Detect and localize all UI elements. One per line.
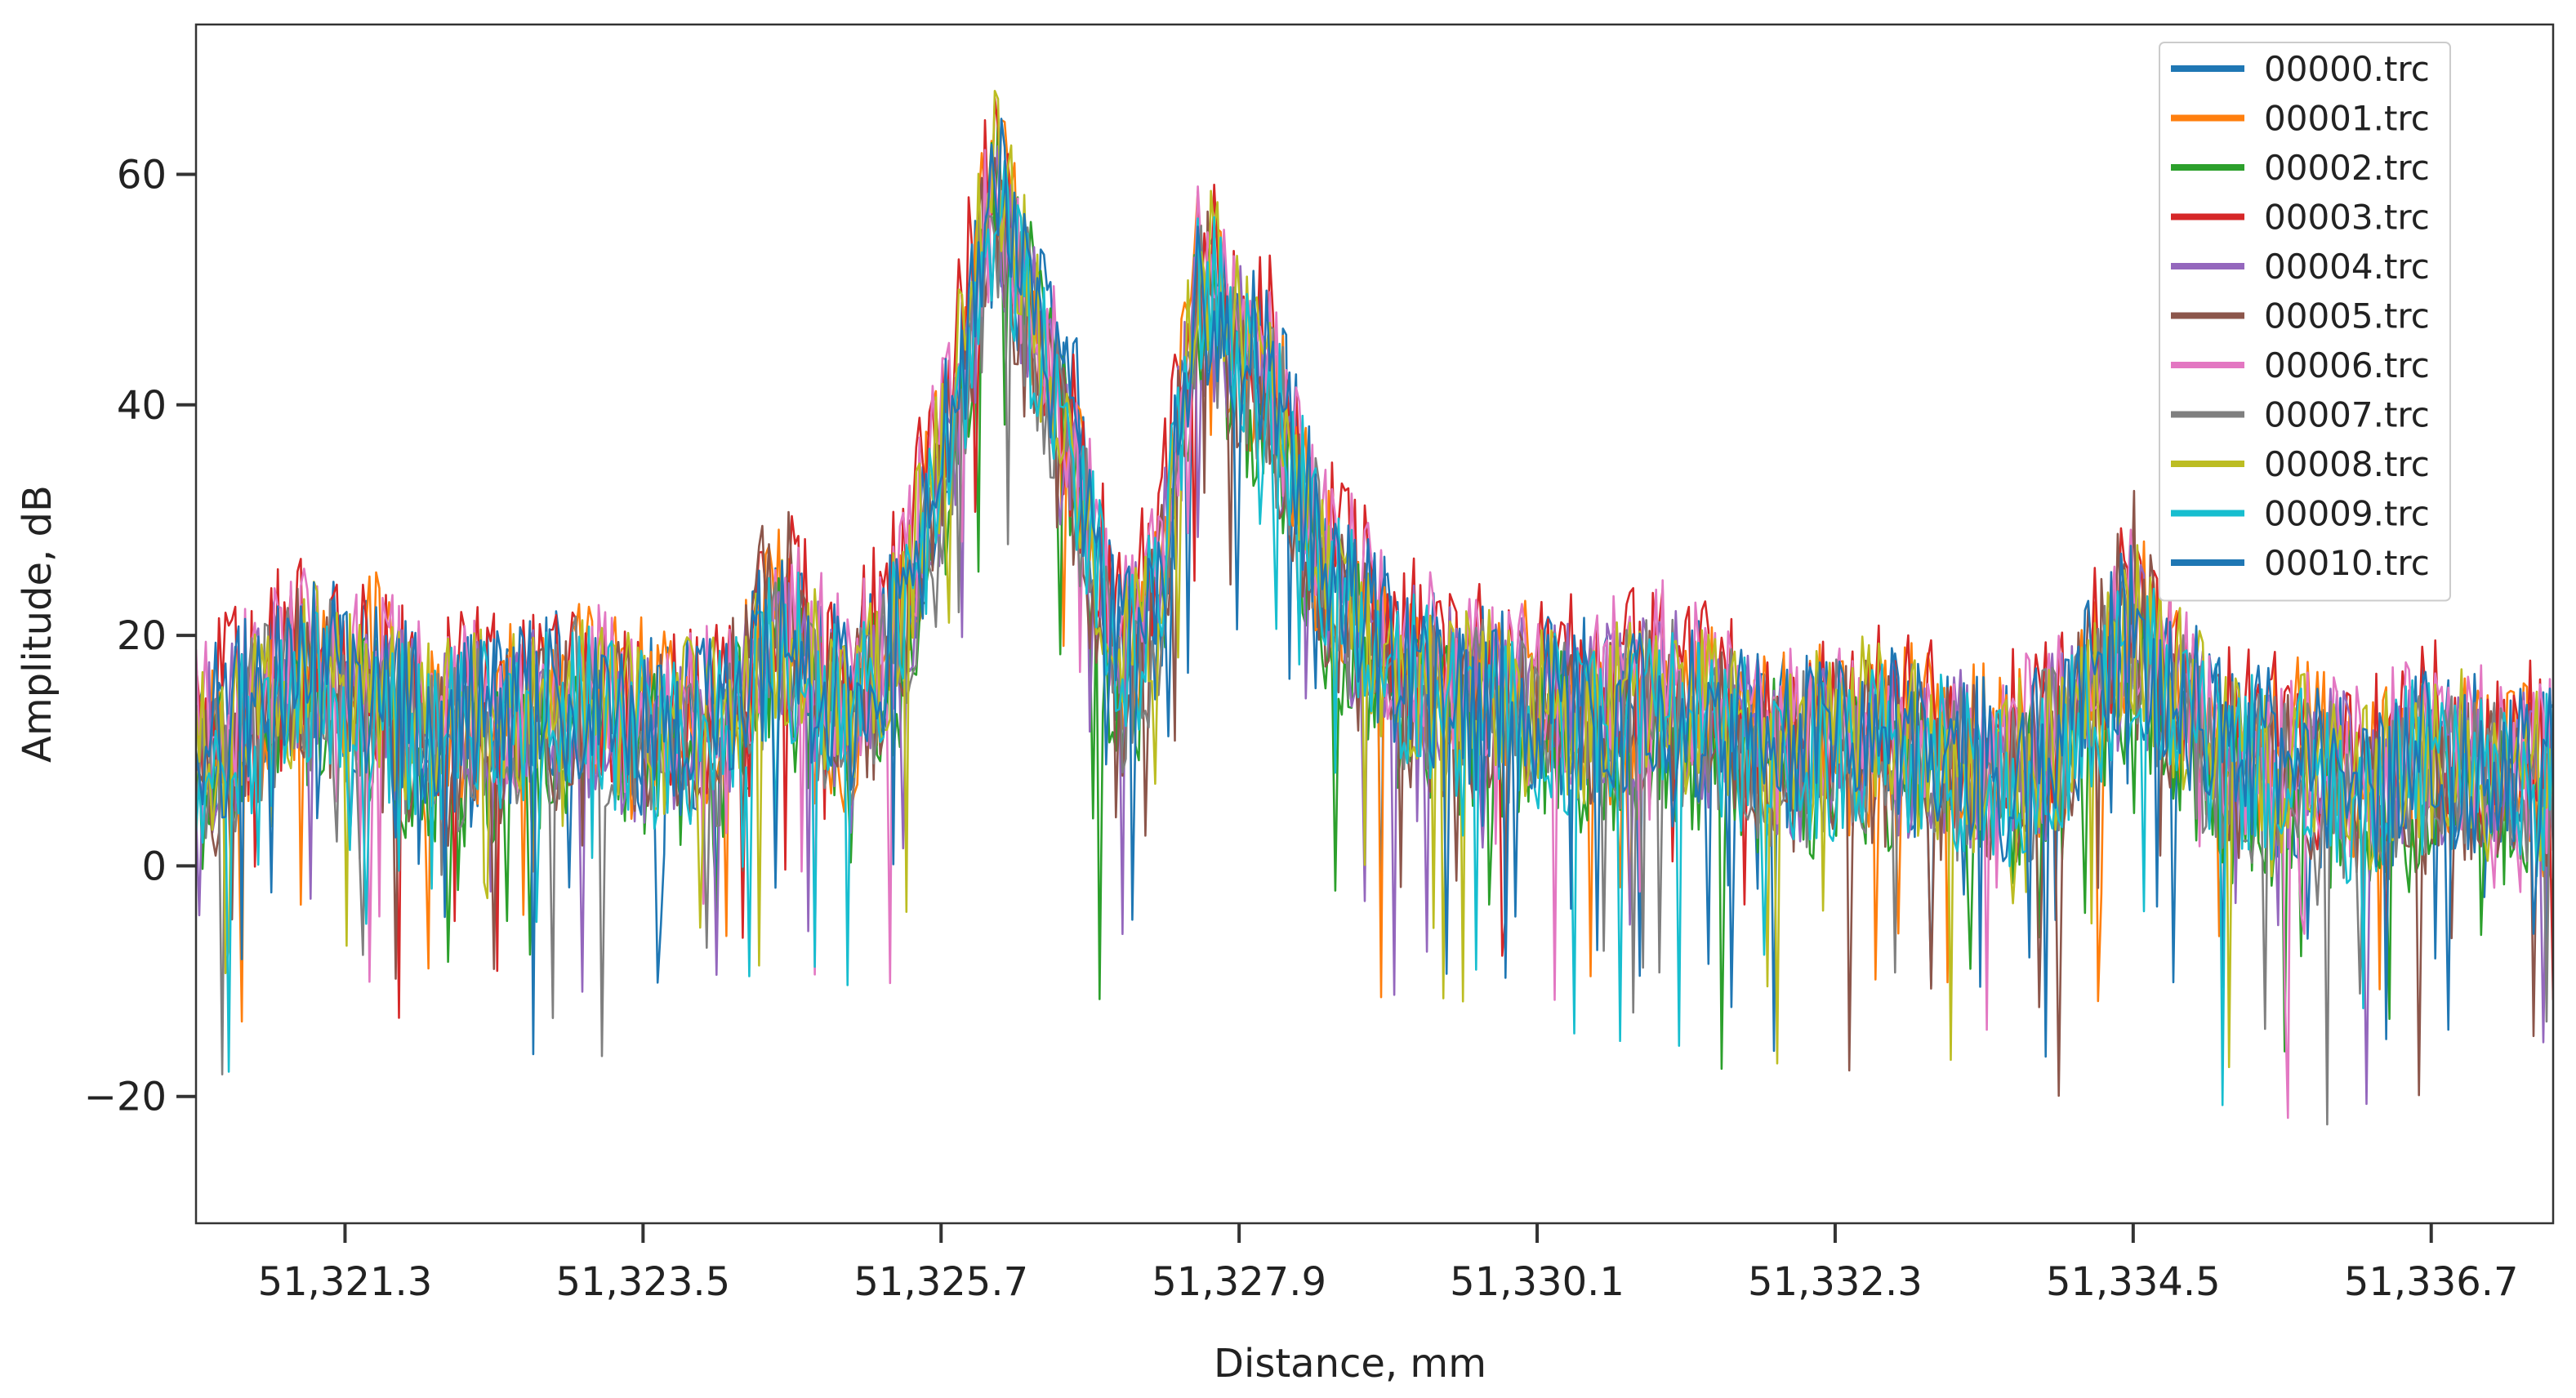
legend-label: 00008.trc bbox=[2264, 444, 2430, 484]
x-tick-label: 51,330.1 bbox=[1450, 1259, 1624, 1305]
x-axis-ticks: 51,321.3 51,323.5 51,325.7 51,327.9 51,330.1… bbox=[258, 1223, 2519, 1305]
legend-label: 00003.trc bbox=[2264, 198, 2430, 238]
legend-label: 00002.trc bbox=[2264, 148, 2430, 188]
y-tick-label: 60 bbox=[117, 153, 167, 198]
series-line-00010 bbox=[196, 118, 2553, 1058]
x-tick-label: 51,323.5 bbox=[555, 1259, 730, 1305]
x-tick-label: 51,327.9 bbox=[1152, 1259, 1326, 1305]
y-tick-label: 0 bbox=[141, 844, 167, 889]
legend-label: 00004.trc bbox=[2264, 247, 2430, 287]
plot-frame bbox=[194, 23, 2555, 1225]
legend-label: 00007.trc bbox=[2264, 395, 2430, 435]
series-line-00009 bbox=[196, 159, 2553, 1106]
x-axis-label: Distance, mm bbox=[1214, 1341, 1486, 1387]
y-tick-label: 40 bbox=[117, 383, 167, 429]
x-tick-label: 51,332.3 bbox=[1748, 1259, 1923, 1305]
y-tick-label: −20 bbox=[84, 1075, 167, 1120]
y-tick-label: 20 bbox=[117, 613, 167, 659]
x-tick-label: 51,334.5 bbox=[2046, 1259, 2221, 1305]
x-tick-label: 51,321.3 bbox=[258, 1259, 433, 1305]
legend-label: 00005.trc bbox=[2264, 296, 2430, 336]
plot-area bbox=[196, 90, 2553, 1126]
y-axis-ticks: −20 0 20 40 60 bbox=[84, 153, 196, 1120]
legend-label: 00001.trc bbox=[2264, 99, 2430, 139]
x-tick-label: 51,336.7 bbox=[2344, 1259, 2519, 1305]
legend-label: 00009.trc bbox=[2264, 494, 2430, 534]
legend-label: 00010.trc bbox=[2264, 543, 2430, 583]
x-tick-label: 51,325.7 bbox=[853, 1259, 1028, 1305]
legend-label: 00006.trc bbox=[2264, 345, 2430, 385]
legend: 00000.trc 00001.trc 00002.trc 00003.trc 0000… bbox=[2159, 42, 2451, 602]
legend-label: 00000.trc bbox=[2264, 49, 2430, 89]
y-axis-label: Amplitude, dB bbox=[15, 485, 60, 763]
